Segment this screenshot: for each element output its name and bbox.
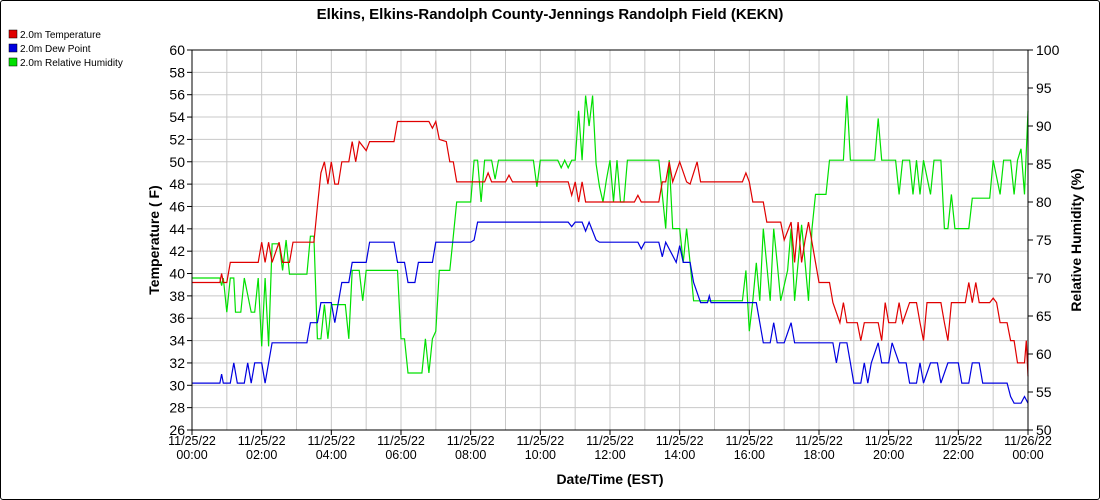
series-line-2-0m-dew-point [192, 220, 1029, 404]
y-left-tick-label: 42 [169, 243, 185, 259]
x-tick-time: 02:00 [246, 448, 277, 462]
x-tick-time: 10:00 [525, 448, 556, 462]
y-left-tick-label: 28 [169, 400, 185, 416]
x-tick-time: 18:00 [803, 448, 834, 462]
x-tick-time: 20:00 [873, 448, 904, 462]
y-left-ticks: 26 28 30 32 34 36 38 40 42 44 46 48 50 52 54 56 58 60 [169, 42, 192, 438]
y-left-tick-label: 38 [169, 288, 185, 304]
y-left-tick-label: 32 [169, 355, 185, 371]
y-left-tick-label: 30 [169, 377, 185, 393]
legend-swatch [8, 57, 18, 67]
x-tick-time: 00:00 [1012, 448, 1043, 462]
y-right-tick-label: 85 [1036, 156, 1052, 172]
series-line-2-0m-temperature [192, 119, 1029, 377]
x-tick-date: 11/25/22 [516, 434, 564, 448]
y-left-tick-label: 56 [169, 87, 185, 103]
y-left-tick-label: 52 [169, 131, 185, 147]
x-tick-date: 11/25/22 [307, 434, 355, 448]
y-right-tick-label: 100 [1036, 42, 1060, 58]
legend-swatch [8, 43, 18, 53]
y-right-tick-label: 75 [1036, 232, 1052, 248]
chart-legend: 2.0m Temperature 2.0m Dew Point 2.0m Relat… [8, 29, 123, 69]
chart-grid [191, 49, 1029, 431]
y-right-ticks: 50 55 60 65 70 75 80 85 90 95 100 [1028, 42, 1060, 438]
x-tick-time: 12:00 [594, 448, 625, 462]
x-ticks: 11/25/2200:0011/25/2202:0011/25/2204:001… [168, 430, 1052, 462]
x-tick-time: 04:00 [316, 448, 347, 462]
x-tick-time: 22:00 [943, 448, 974, 462]
y-left-tick-label: 40 [169, 266, 185, 282]
y-left-tick-label: 58 [169, 64, 185, 80]
x-tick-date: 11/26/22 [1004, 434, 1052, 448]
chart-title: Elkins, Elkins-Randolph County-Jennings … [317, 6, 784, 23]
x-tick-time: 08:00 [455, 448, 486, 462]
y-right-tick-label: 90 [1036, 118, 1052, 134]
y-left-tick-label: 26 [169, 422, 185, 438]
y-left-tick-label: 34 [169, 333, 185, 349]
legend-label: 2.0m Dew Point [20, 44, 91, 55]
x-tick-date: 11/25/22 [168, 434, 216, 448]
x-tick-time: 00:00 [176, 448, 207, 462]
y-right-tick-label: 70 [1036, 270, 1052, 286]
x-tick-time: 06:00 [385, 448, 416, 462]
y-axis-right-title: Relative Humidity (%) [1068, 168, 1084, 311]
y-left-tick-label: 48 [169, 176, 185, 192]
y-right-tick-label: 50 [1036, 422, 1052, 438]
legend-swatch [8, 29, 18, 39]
y-right-tick-label: 60 [1036, 346, 1052, 362]
y-left-tick-label: 46 [169, 198, 185, 214]
legend-label: 2.0m Temperature [20, 30, 101, 41]
y-axis-left-title: Temperature ( F) [146, 185, 162, 294]
x-axis-title: Date/Time (EST) [556, 471, 663, 487]
y-left-tick-label: 60 [169, 42, 185, 58]
y-left-tick-label: 44 [169, 221, 185, 237]
x-tick-date: 11/25/22 [238, 434, 286, 448]
y-right-tick-label: 55 [1036, 384, 1052, 400]
x-tick-date: 11/25/22 [447, 434, 495, 448]
y-left-tick-label: 36 [169, 310, 185, 326]
x-tick-time: 16:00 [734, 448, 765, 462]
x-tick-date: 11/25/22 [656, 434, 704, 448]
y-right-tick-label: 80 [1036, 194, 1052, 210]
x-tick-date: 11/25/22 [377, 434, 425, 448]
x-tick-date: 11/25/22 [586, 434, 634, 448]
series-line-2-0m-relative-humidity [192, 95, 1029, 374]
y-right-tick-label: 65 [1036, 308, 1052, 324]
x-tick-date: 11/25/22 [934, 434, 982, 448]
x-tick-time: 14:00 [664, 448, 695, 462]
legend-label: 2.0m Relative Humidity [20, 58, 123, 69]
y-right-tick-label: 95 [1036, 80, 1052, 96]
y-left-tick-label: 54 [169, 109, 185, 125]
x-tick-date: 11/25/22 [725, 434, 773, 448]
x-tick-date: 11/25/22 [865, 434, 913, 448]
y-left-tick-label: 50 [169, 154, 185, 170]
x-tick-date: 11/25/22 [795, 434, 843, 448]
series-layer [192, 95, 1029, 404]
